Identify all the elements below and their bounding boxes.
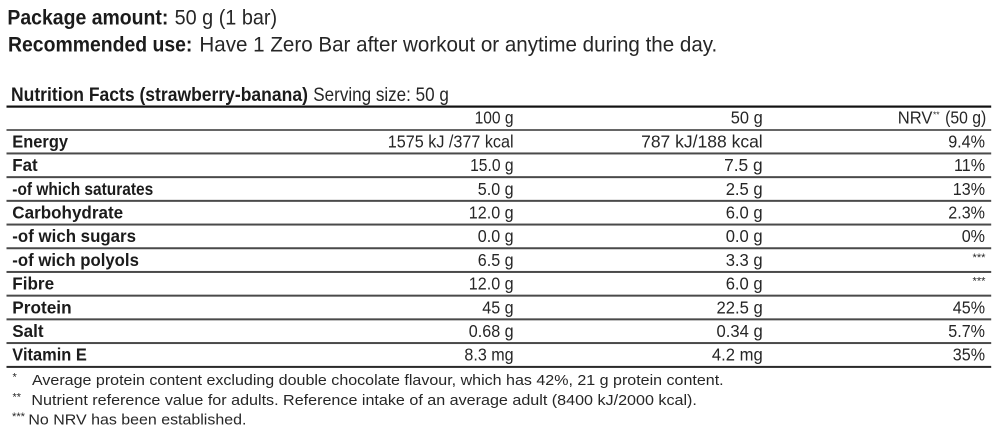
svg-text:No NRV has been established.: No NRV has been established. bbox=[28, 412, 246, 428]
svg-text:(50 g): (50 g) bbox=[945, 108, 986, 128]
svg-text:22.5 g: 22.5 g bbox=[717, 297, 763, 317]
svg-text:Vitamin E: Vitamin E bbox=[12, 345, 87, 365]
svg-text:45 g: 45 g bbox=[482, 297, 513, 317]
svg-text:2.3%: 2.3% bbox=[948, 203, 985, 223]
svg-text:***: *** bbox=[12, 411, 26, 423]
svg-text:Salt: Salt bbox=[12, 321, 43, 341]
svg-text:***: *** bbox=[973, 276, 987, 288]
svg-text:NRV: NRV bbox=[898, 108, 933, 128]
svg-text:0.0 g: 0.0 g bbox=[478, 226, 514, 246]
svg-text:50 g: 50 g bbox=[731, 108, 763, 128]
svg-text:Serving size: 50 g: Serving size: 50 g bbox=[313, 84, 449, 106]
svg-text:Recommended use:: Recommended use: bbox=[8, 32, 192, 57]
svg-text:3.3 g: 3.3 g bbox=[726, 250, 763, 270]
svg-text:-of wich sugars: -of wich sugars bbox=[12, 226, 136, 246]
svg-text:0.34 g: 0.34 g bbox=[717, 321, 763, 341]
svg-text:Fat: Fat bbox=[12, 155, 38, 175]
svg-text:100 g: 100 g bbox=[475, 108, 514, 128]
svg-text:Fibre: Fibre bbox=[12, 274, 54, 294]
svg-text:0.68 g: 0.68 g bbox=[469, 321, 514, 341]
svg-text:50 g (1 bar): 50 g (1 bar) bbox=[175, 4, 278, 29]
svg-text:***: *** bbox=[973, 252, 987, 264]
svg-text:Nutrition Facts (strawberry-ba: Nutrition Facts (strawberry-banana) bbox=[11, 84, 308, 106]
svg-text:35%: 35% bbox=[953, 345, 985, 365]
svg-text:6.0 g: 6.0 g bbox=[726, 203, 763, 223]
svg-text:1575 kJ /377 kcal: 1575 kJ /377 kcal bbox=[388, 131, 514, 151]
svg-text:15.0 g: 15.0 g bbox=[470, 155, 514, 175]
svg-text:Protein: Protein bbox=[12, 297, 71, 317]
svg-text:787 kJ/188 kcal: 787 kJ/188 kcal bbox=[641, 131, 763, 151]
svg-text:Carbohydrate: Carbohydrate bbox=[12, 203, 123, 223]
svg-text:0%: 0% bbox=[962, 226, 985, 246]
svg-text:6.0 g: 6.0 g bbox=[726, 274, 763, 294]
svg-text:Have 1 Zero Bar after workout: Have 1 Zero Bar after workout or anytime… bbox=[199, 32, 717, 57]
svg-text:13%: 13% bbox=[953, 179, 985, 199]
svg-text:**: ** bbox=[13, 391, 22, 403]
svg-text:Package amount:: Package amount: bbox=[7, 4, 168, 29]
svg-text:11%: 11% bbox=[954, 155, 985, 175]
svg-text:9.4%: 9.4% bbox=[948, 131, 985, 151]
svg-text:-of which saturates: -of which saturates bbox=[12, 179, 153, 199]
svg-text:5.7%: 5.7% bbox=[948, 321, 985, 341]
svg-text:2.5 g: 2.5 g bbox=[726, 179, 763, 199]
svg-text:0.0 g: 0.0 g bbox=[726, 226, 763, 246]
svg-text:Nutrient reference value for a: Nutrient reference value for adults. Ref… bbox=[31, 393, 697, 409]
svg-text:-of wich polyols: -of wich polyols bbox=[12, 250, 139, 270]
svg-text:4.2 mg: 4.2 mg bbox=[712, 345, 763, 365]
svg-text:6.5 g: 6.5 g bbox=[478, 250, 514, 270]
svg-text:8.3 mg: 8.3 mg bbox=[464, 345, 513, 365]
svg-text:7.5 g: 7.5 g bbox=[724, 155, 763, 175]
svg-text:12.0 g: 12.0 g bbox=[469, 274, 514, 294]
svg-text:**: ** bbox=[933, 110, 940, 120]
svg-text:Average protein content exclud: Average protein content excluding double… bbox=[32, 373, 724, 389]
svg-text:45%: 45% bbox=[953, 297, 985, 317]
svg-text:*: * bbox=[13, 372, 18, 384]
svg-text:12.0 g: 12.0 g bbox=[469, 203, 514, 223]
svg-text:5.0 g: 5.0 g bbox=[478, 179, 514, 199]
svg-text:Energy: Energy bbox=[12, 131, 68, 151]
